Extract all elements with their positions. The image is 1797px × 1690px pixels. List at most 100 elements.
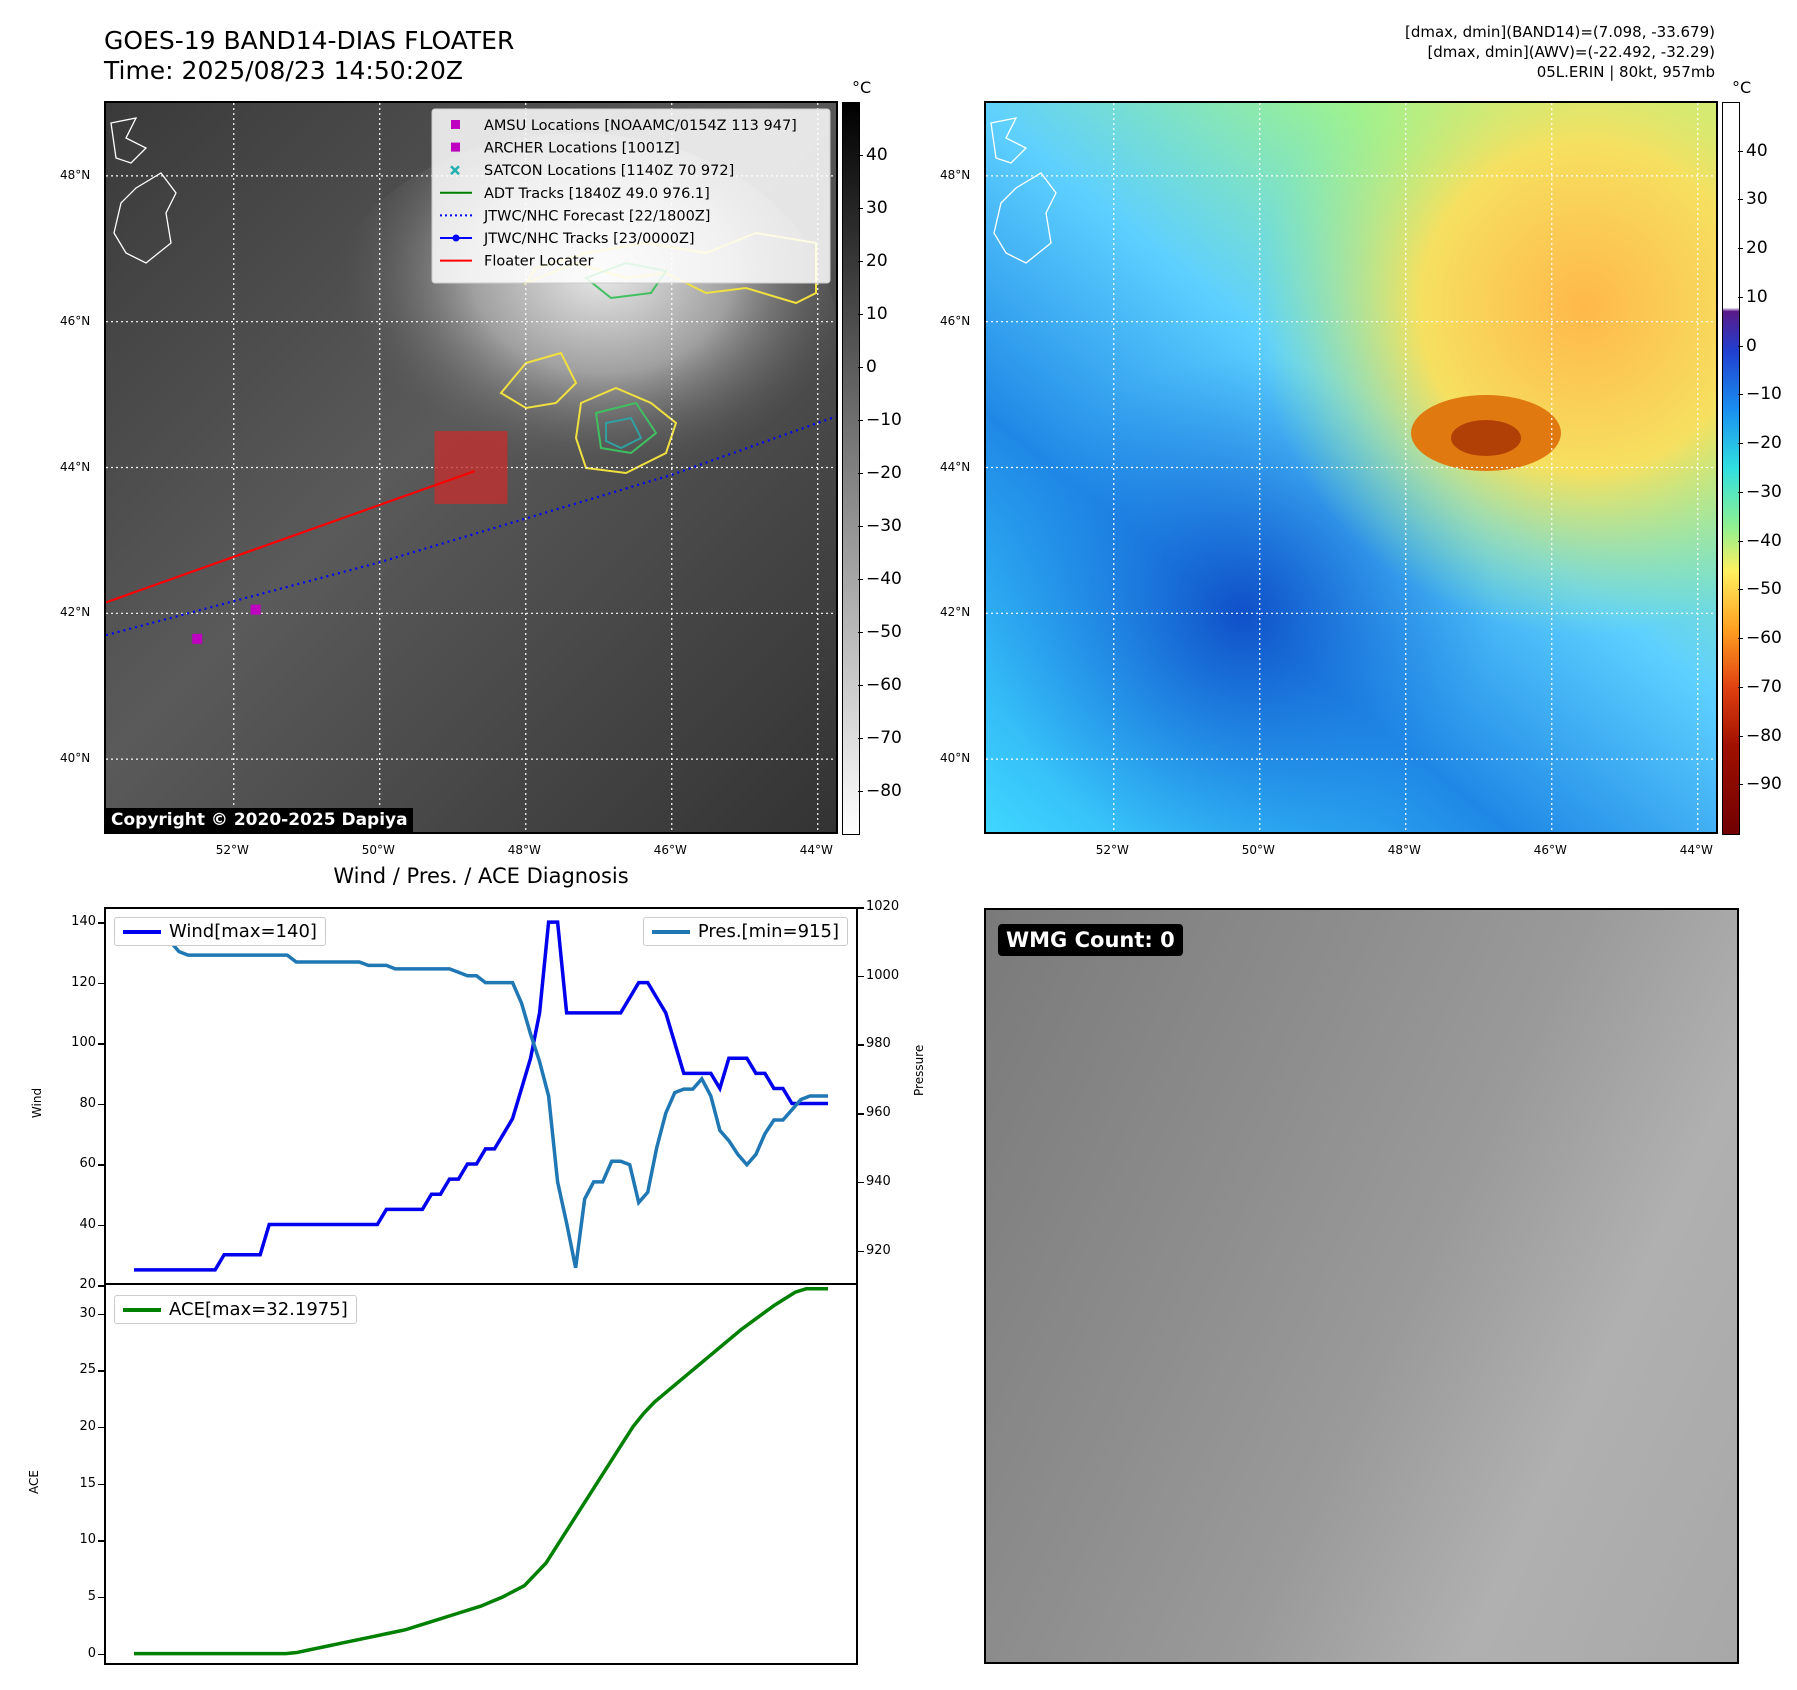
pressure-tick-label: 980 — [866, 1036, 891, 1052]
ace-tick-label: 5 — [87, 1588, 96, 1604]
wind-tick-label: 40 — [79, 1216, 96, 1232]
legend-entry: SATCON Locations [1140Z 70 972] — [450, 163, 734, 179]
wv-convective-center — [1451, 420, 1521, 456]
wv-colorbar-unit: °C — [1732, 78, 1752, 97]
colorbar-tick-label: 30 — [866, 197, 888, 218]
colorbar-tick-label: −80 — [1746, 725, 1782, 746]
colorbar-tick-label: 40 — [866, 144, 888, 165]
ace-legend-swatch — [123, 1308, 161, 1312]
lat-tick-label: 40°N — [60, 751, 91, 766]
lon-tick-label: 46°W — [1533, 843, 1567, 857]
colorbar-tick-mark — [858, 419, 863, 421]
lon-tick-label: 44°W — [799, 843, 833, 857]
wind-pres-chart[interactable]: Wind[max=140] Pres.[min=915] — [104, 907, 858, 1285]
legend-label: ADT Tracks [1840Z 49.0 976.1] — [484, 186, 710, 202]
wind-legend: Wind[max=140] — [114, 917, 326, 946]
title-line2: Time: 2025/08/23 14:50:20Z — [104, 56, 463, 85]
lat-tick-label: 40°N — [940, 751, 971, 766]
colorbar-tick-label: 20 — [1746, 238, 1768, 259]
colorbar-tick-label: −80 — [866, 780, 902, 801]
ace-frame — [104, 1283, 858, 1665]
legend-square-marker — [451, 120, 460, 129]
wind-series-line — [134, 920, 828, 1272]
ace-tick-label: 25 — [79, 1362, 96, 1378]
legend-label: ARCHER Locations [1001Z] — [484, 141, 680, 157]
colorbar-tick-mark — [1738, 735, 1743, 737]
wind-tick-label: 140 — [71, 914, 96, 930]
wind-tick-mark — [98, 1285, 104, 1287]
wv-coastline — [990, 117, 1057, 264]
colorbar-tick-mark — [1738, 394, 1743, 396]
colorbar-tick-mark — [858, 154, 863, 156]
legend-label: JTWC/NHC Tracks [23/0000Z] — [483, 231, 695, 247]
colorbar-tick-mark — [858, 737, 863, 739]
wind-tick-mark — [98, 1103, 104, 1106]
ace-tick-mark — [98, 1653, 104, 1656]
wind-tick-label: 60 — [79, 1156, 96, 1172]
colorbar-tick-mark — [1738, 784, 1743, 786]
coastline — [110, 117, 177, 264]
ace-series-line — [134, 1286, 828, 1656]
wind-legend-swatch — [123, 930, 161, 934]
colorbar-tick-mark — [1738, 296, 1743, 298]
ace-tick-label: 30 — [79, 1305, 96, 1321]
legend-frame — [431, 108, 831, 284]
lon-tick-label: 52°W — [215, 843, 249, 857]
ace-chart[interactable]: ACE[max=32.1975] — [104, 1283, 858, 1665]
legend-entry: JTWC/NHC Forecast [22/1800Z] — [440, 208, 710, 224]
colorbar-tick-mark — [1738, 589, 1743, 591]
lat-tick-label: 48°N — [60, 167, 91, 182]
ace-legend-label: ACE[max=32.1975] — [169, 1299, 348, 1320]
ace-axis-label: ACE — [26, 1470, 41, 1494]
diagnosis-title: Wind / Pres. / ACE Diagnosis — [333, 864, 629, 888]
ace-svg — [104, 1283, 858, 1665]
legend-dot-marker — [452, 234, 460, 242]
floater-locater-line — [106, 470, 476, 604]
storm-info: [dmax, dmin](BAND14)=(7.098, -33.679) [d… — [1405, 22, 1715, 82]
colorbar-tick-mark — [858, 631, 863, 633]
info-line1: [dmax, dmin](BAND14)=(7.098, -33.679) — [1404, 23, 1715, 41]
colorbar-tick-label: −60 — [1746, 628, 1782, 649]
legend-entry: JTWC/NHC Tracks [23/0000Z] — [440, 231, 695, 247]
lon-tick-label: 52°W — [1095, 843, 1129, 857]
wmg-panel[interactable]: WMG Count: 0 — [984, 908, 1739, 1664]
colorbar-tick-label: −10 — [1746, 384, 1782, 405]
ir-colorbar-unit: °C — [852, 78, 872, 97]
lon-tick-label: 50°W — [361, 843, 395, 857]
colorbar-tick-label: −40 — [1746, 530, 1782, 551]
wind-tick-mark — [98, 1164, 104, 1166]
wind-pres-svg — [104, 907, 858, 1285]
ace-tick-mark — [98, 1483, 104, 1486]
pressure-axis-label: Pressure — [912, 1044, 926, 1096]
colorbar-tick-label: 10 — [866, 303, 888, 324]
colorbar-tick-label: −60 — [866, 674, 902, 695]
pres-legend: Pres.[min=915] — [642, 917, 848, 946]
ir-legend: AMSU Locations [NOAAMC/0154Z 113 947] ARC… — [431, 108, 831, 284]
colorbar-tick-mark — [858, 578, 863, 580]
location-markers — [192, 604, 261, 644]
ir-map-panel[interactable]: AMSU Locations [NOAAMC/0154Z 113 947] ARC… — [104, 101, 838, 834]
colorbar-tick-mark — [1738, 540, 1743, 542]
colorbar-tick-mark — [858, 260, 863, 262]
colorbar-tick-mark — [1738, 248, 1743, 250]
wind-tick-label: 100 — [71, 1035, 96, 1051]
legend-label: AMSU Locations [NOAAMC/0154Z 113 947] — [484, 118, 797, 134]
pressure-tick-label: 1020 — [866, 899, 900, 914]
colorbar-tick-mark — [858, 790, 863, 792]
wv-map-panel[interactable] — [984, 101, 1718, 834]
colorbar-tick-label: −70 — [1746, 676, 1782, 697]
pressure-tick-label: 1000 — [866, 967, 900, 983]
colorbar-tick-mark — [1738, 686, 1743, 688]
colorbar-tick-label: −30 — [866, 515, 902, 536]
legend-label: Floater Locater — [484, 254, 593, 270]
colorbar-tick-label: −30 — [1746, 481, 1782, 502]
floater-box — [434, 431, 508, 504]
pressure-series-line — [134, 922, 828, 1269]
ace-legend: ACE[max=32.1975] — [114, 1295, 357, 1324]
lat-tick-label: 48°N — [940, 167, 971, 182]
ace-tick-mark — [98, 1426, 104, 1429]
archer-marker — [250, 604, 261, 615]
ir-colorbar — [842, 102, 860, 835]
colorbar-tick-label: −70 — [866, 727, 902, 748]
ace-tick-mark — [98, 1313, 104, 1316]
